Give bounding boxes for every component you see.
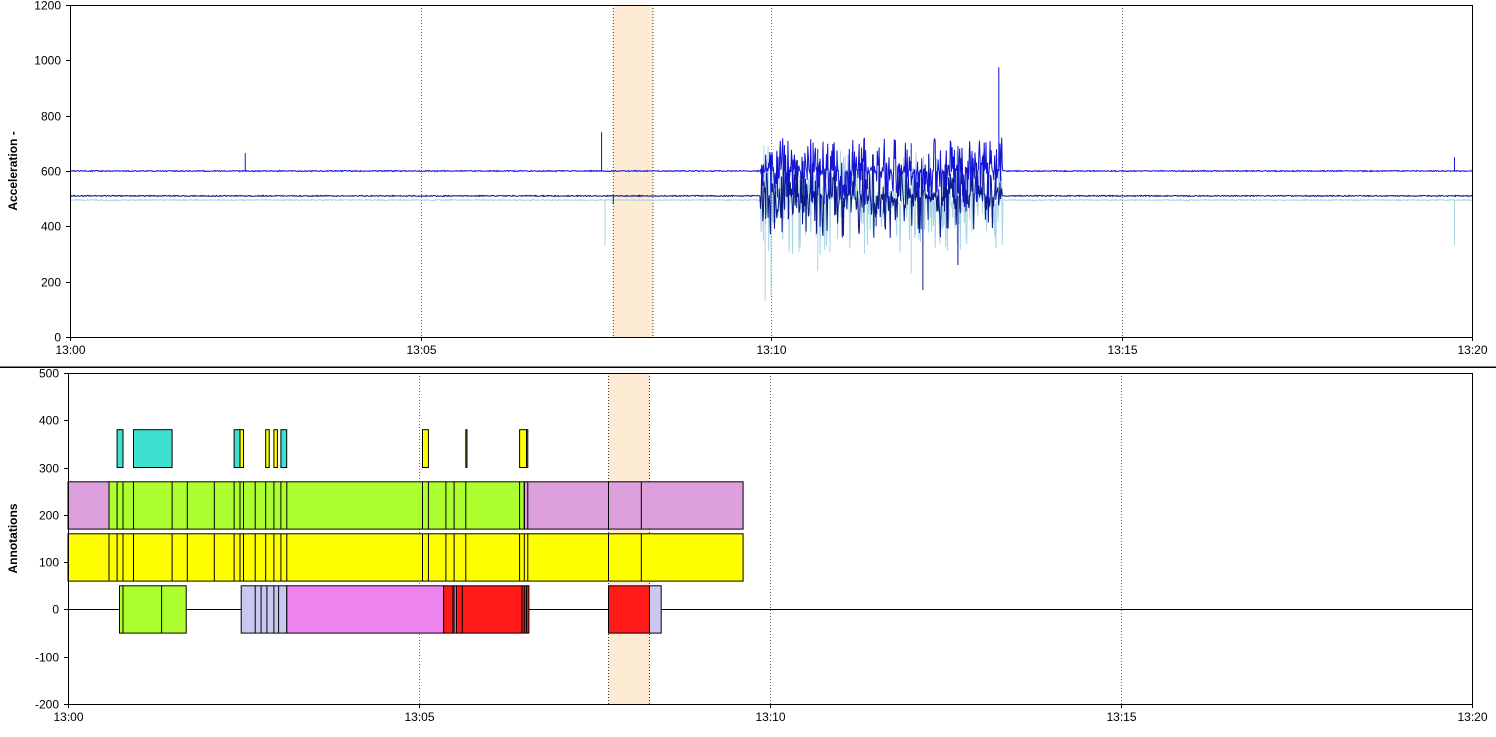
acceleration-chart: 0 200 400 600 800 1000 1200 13:00 13:05 13:10 13:1… bbox=[0, 0, 1496, 368]
annotations-y-axis-label: Annotations bbox=[6, 503, 20, 573]
annotation-segment bbox=[422, 429, 429, 468]
annotation-segment bbox=[108, 481, 525, 530]
annotation-segment bbox=[649, 585, 662, 634]
x-tick-label: 13:05 bbox=[406, 343, 436, 357]
annotation-segment bbox=[233, 429, 241, 468]
annotation-segment bbox=[119, 585, 124, 634]
annotation-segment bbox=[116, 429, 124, 468]
y-tick-label: 200 bbox=[39, 509, 59, 523]
series-line bbox=[70, 137, 1473, 206]
annotations-chart: -200 -100 0 100 200 300 400 500 13:00 13:05 13:10 1… bbox=[6, 368, 1488, 724]
annotation-segment bbox=[526, 429, 529, 468]
y-tick-label: 1200 bbox=[34, 0, 61, 13]
y-tick-label: -200 bbox=[35, 698, 59, 712]
annotation-segment bbox=[519, 429, 528, 468]
y-tick-label: 300 bbox=[39, 462, 59, 476]
x-tick-label: 13:05 bbox=[404, 710, 434, 724]
annotation-segment bbox=[452, 585, 457, 634]
y-tick-label: 200 bbox=[41, 276, 61, 290]
y-tick-label: 0 bbox=[54, 331, 61, 345]
annotation-segment bbox=[286, 585, 445, 634]
y-tick-label: 100 bbox=[39, 556, 59, 570]
annotation-segment bbox=[273, 429, 278, 468]
annotation-segment bbox=[240, 585, 288, 634]
y-tick-label: 0 bbox=[52, 603, 59, 617]
annotation-segment bbox=[67, 481, 110, 530]
x-tick-label: 13:15 bbox=[1107, 343, 1137, 357]
y-tick-label: -100 bbox=[35, 651, 59, 665]
y-tick-label: 1000 bbox=[34, 54, 61, 68]
y-tick-label: 800 bbox=[41, 110, 61, 124]
annotation-segment bbox=[523, 481, 744, 530]
x-tick-label: 13:00 bbox=[55, 343, 85, 357]
x-tick-label: 13:10 bbox=[756, 343, 786, 357]
x-tick-label: 13:15 bbox=[1106, 710, 1136, 724]
annotation-segment bbox=[239, 429, 244, 468]
y-tick-label: 400 bbox=[39, 414, 59, 428]
y-tick-label: 600 bbox=[41, 165, 61, 179]
annotation-segment bbox=[133, 429, 173, 468]
annotation-segment bbox=[455, 585, 528, 634]
y-tick-label: 500 bbox=[39, 368, 59, 381]
x-tick-label: 13:20 bbox=[1457, 710, 1487, 724]
annotation-segment bbox=[122, 585, 187, 634]
x-tick-label: 13:00 bbox=[53, 710, 83, 724]
annotation-segment bbox=[526, 585, 530, 634]
x-tick-label: 13:10 bbox=[755, 710, 785, 724]
y-tick-label: 400 bbox=[41, 220, 61, 234]
annotation-segment bbox=[265, 429, 270, 468]
acceleration-y-axis-label: Acceleration - bbox=[6, 131, 20, 210]
annotation-segment bbox=[67, 533, 744, 582]
annotation-segment bbox=[280, 429, 288, 468]
annotation-segment bbox=[465, 429, 468, 468]
annotation-segment bbox=[443, 585, 454, 634]
annotation-segment bbox=[608, 585, 650, 634]
x-tick-label: 13:20 bbox=[1457, 343, 1487, 357]
